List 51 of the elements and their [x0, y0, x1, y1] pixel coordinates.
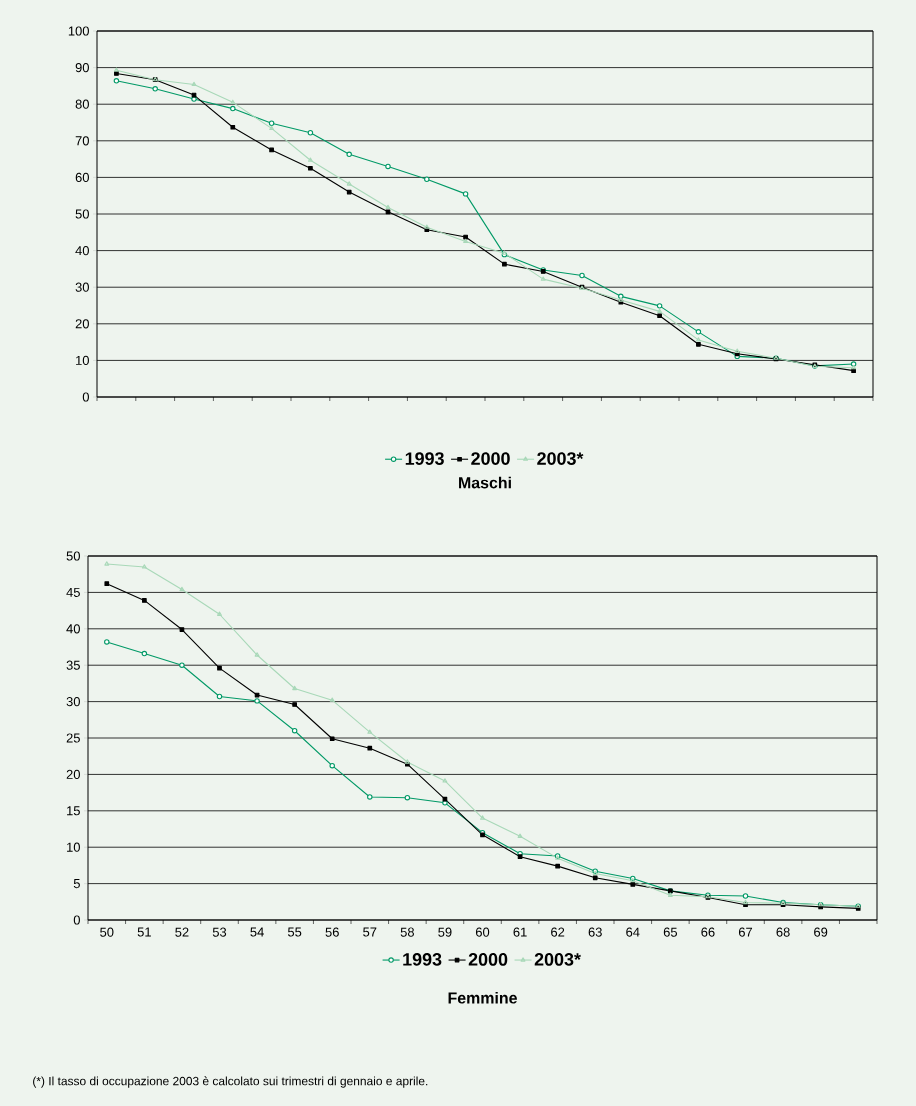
x-tick-label: 51 — [137, 927, 151, 937]
y-tick-label: 40 — [75, 246, 89, 256]
y-tick-label: 60 — [75, 172, 89, 182]
y-tick-label: 40 — [66, 624, 80, 634]
y-tick-label: 50 — [66, 551, 80, 561]
x-tick-label: 58 — [400, 927, 414, 937]
x-tick-label: 54 — [250, 927, 264, 937]
legend-label: 2000 — [468, 953, 508, 966]
x-tick-label: 53 — [212, 927, 227, 937]
legend-label: 1993 — [403, 953, 442, 966]
y-tick-label: 20 — [75, 319, 89, 329]
x-tick-label: 62 — [551, 927, 565, 937]
x-tick-label: 68 — [776, 927, 790, 937]
y-tick-label: 70 — [75, 136, 89, 146]
x-tick-label: 60 — [475, 927, 490, 937]
y-tick-label: 90 — [75, 63, 89, 73]
x-tick-label: 66 — [701, 927, 715, 937]
y-tick-label: 10 — [67, 842, 80, 852]
y-tick-label: 35 — [66, 660, 80, 670]
x-tick-label: 65 — [663, 927, 678, 937]
y-tick-label: 15 — [67, 806, 80, 816]
text: (*) Il tasso di occupazione 2003 è calcolato sui trimestri di gennaio e aprile. — [33, 1076, 428, 1088]
x-tick-label: 59 — [438, 927, 452, 937]
x-tick-label: 69 — [814, 927, 828, 937]
x-tick-label: 55 — [287, 927, 302, 937]
y-tick-label: 0 — [82, 392, 89, 402]
legend-label: 2003* — [537, 452, 584, 465]
y-tick-label: 30 — [75, 282, 89, 292]
y-tick-label: 45 — [66, 587, 80, 597]
x-tick-label: 63 — [588, 927, 602, 937]
y-tick-label: 10 — [76, 355, 89, 365]
x-tick-label: 67 — [738, 927, 753, 937]
legend-label: 2000 — [471, 452, 510, 465]
y-tick-label: 80 — [75, 99, 89, 109]
x-tick-label: 57 — [363, 927, 377, 937]
legend-label: 1993 — [405, 452, 444, 465]
x-tick-label: 61 — [513, 927, 527, 937]
y-tick-label: 0 — [73, 915, 80, 925]
x-tick-label: 50 — [100, 927, 114, 937]
y-tick-label: 25 — [66, 733, 80, 743]
y-tick-label: 50 — [75, 209, 89, 219]
y-tick-label: 5 — [73, 879, 80, 889]
x-tick-label: 52 — [175, 927, 189, 937]
text: Femmine — [448, 991, 517, 1004]
legend-label: 2003* — [534, 953, 581, 966]
y-tick-label: 30 — [66, 697, 80, 707]
x-tick-label: 64 — [626, 927, 640, 937]
y-tick-label: 100 — [68, 26, 89, 36]
x-tick-label: 56 — [325, 927, 339, 937]
text: Maschi — [459, 476, 511, 489]
y-tick-label: 20 — [66, 769, 80, 779]
